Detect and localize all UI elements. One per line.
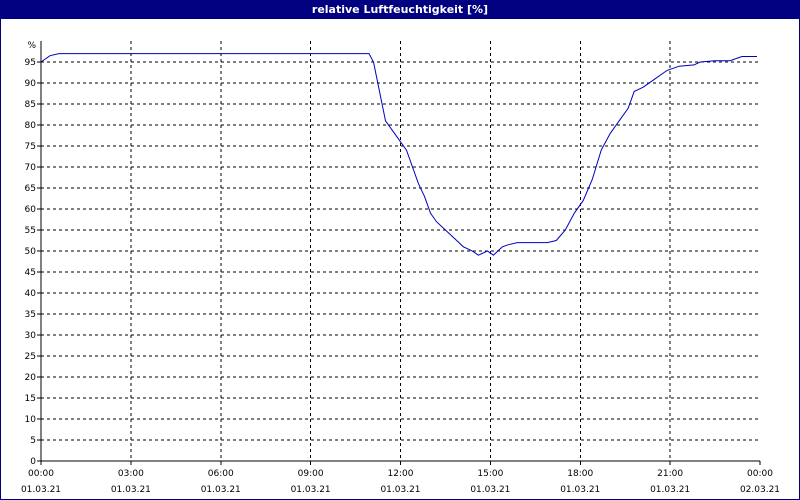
y-tick-label: 85: [25, 100, 36, 110]
x-tick-date-label: 01.03.21: [650, 485, 690, 495]
x-tick-time-label: 00:00: [28, 469, 54, 479]
y-tick-label: 5: [30, 436, 36, 446]
x-tick-time-label: 00:00: [747, 469, 773, 479]
x-tick-date-label: 01.03.21: [201, 485, 241, 495]
x-tick-date-label: 01.03.21: [560, 485, 600, 495]
x-tick-time-label: 15:00: [477, 469, 503, 479]
y-tick-label: 95: [25, 58, 36, 68]
tick-label-layer: 0 5 10 15 20 25 30 35 40 45 50 55 60 65 70 75 80 85 90 95% 0…: [21, 41, 780, 495]
grid-layer: [41, 41, 760, 461]
x-tick-time-label: 03:00: [118, 469, 144, 479]
y-axis-unit-label: %: [27, 41, 36, 51]
y-tick-label: 80: [25, 121, 37, 131]
x-tick-date-label: 01.03.21: [111, 485, 151, 495]
series-layer: [40, 53, 757, 256]
chart-title: relative Luftfeuchtigkeit [%]: [1, 1, 799, 19]
y-tick-label: 25: [25, 352, 36, 362]
y-tick-label: 55: [25, 226, 36, 236]
y-tick-label: 10: [25, 415, 37, 425]
x-tick-time-label: 06:00: [208, 469, 234, 479]
y-tick-label: 20: [25, 373, 37, 383]
y-tick-label: 35: [25, 310, 36, 320]
y-tick-label: 45: [25, 268, 36, 278]
x-tick-time-label: 18:00: [567, 469, 593, 479]
y-tick-label: 90: [25, 79, 37, 89]
x-tick-date-label: 01.03.21: [21, 485, 61, 495]
y-tick-label: 65: [25, 184, 36, 194]
x-tick-date-label: 01.03.21: [291, 485, 331, 495]
x-tick-time-label: 12:00: [388, 469, 414, 479]
humidity-series-line: [40, 53, 757, 256]
y-tick-label: 75: [25, 142, 36, 152]
x-tick-date-label: 01.03.21: [470, 485, 510, 495]
x-tick-date-label: 02.03.21: [740, 485, 780, 495]
x-tick-time-label: 21:00: [657, 469, 683, 479]
x-tick-time-label: 09:00: [298, 469, 324, 479]
y-tick-label: 70: [25, 163, 37, 173]
y-tick-label: 30: [25, 331, 37, 341]
y-tick-label: 15: [25, 394, 36, 404]
y-tick-label: 60: [25, 205, 37, 215]
axis-layer: [37, 41, 761, 465]
x-tick-date-label: 01.03.21: [380, 485, 420, 495]
y-tick-label: 0: [30, 457, 36, 467]
y-tick-label: 50: [25, 247, 37, 257]
y-tick-label: 40: [25, 289, 37, 299]
